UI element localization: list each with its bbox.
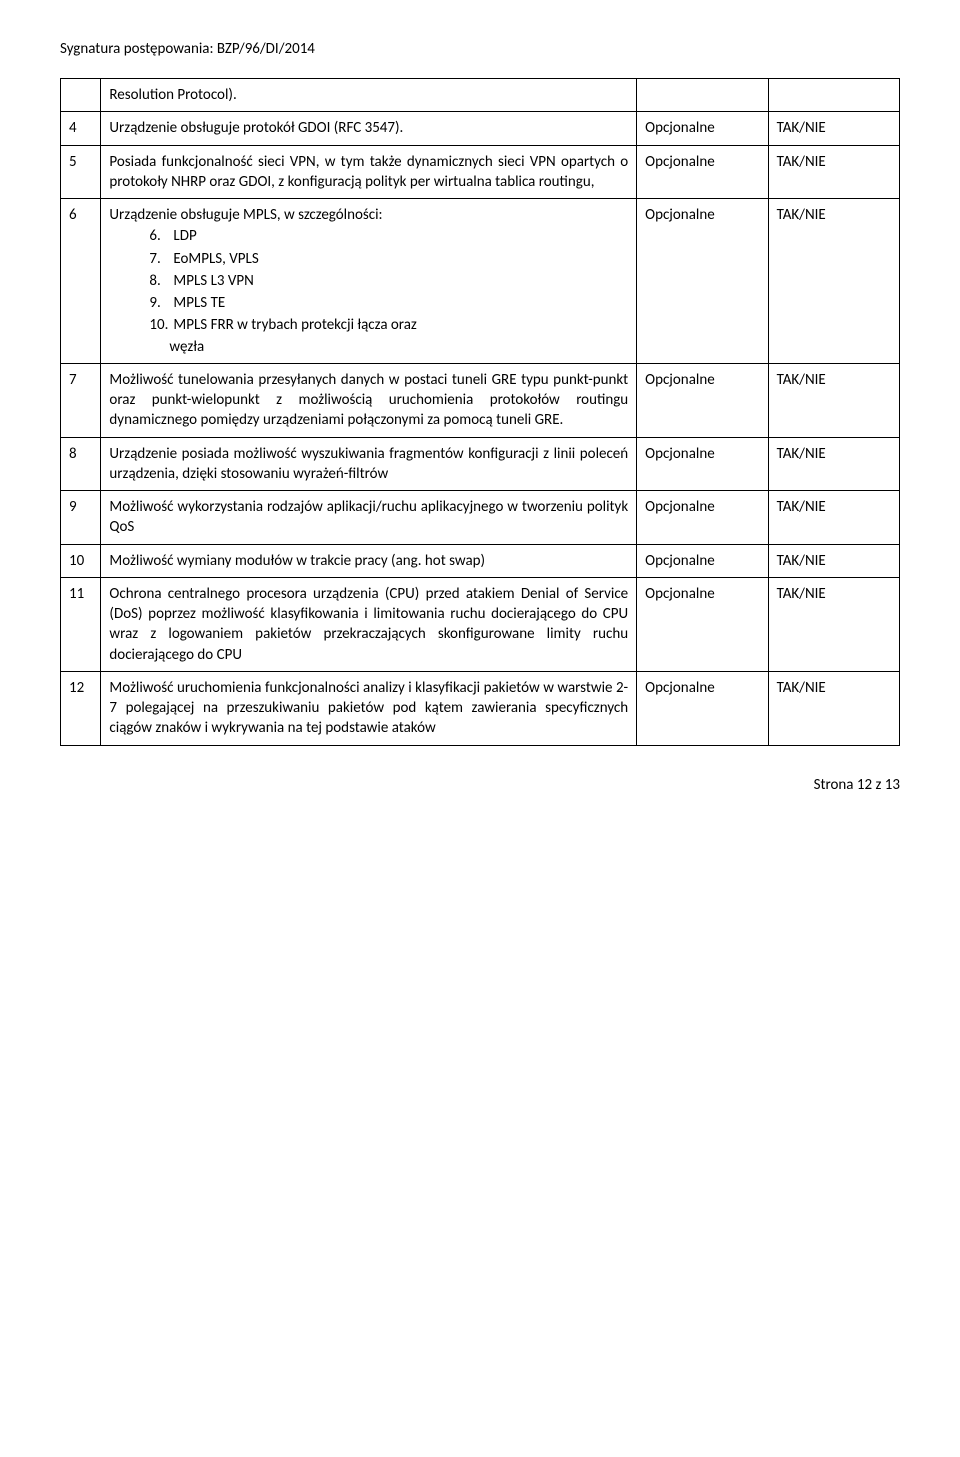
table-row: 9 Możliwość wykorzystania rodzajów aplik… — [61, 491, 900, 545]
page-number: Strona 12 z 13 — [814, 776, 900, 794]
cell-num: 7 — [61, 363, 101, 437]
cell-desc: Możliwość tunelowania przesyłanych danyc… — [101, 363, 637, 437]
table-row: Resolution Protocol). — [61, 79, 900, 112]
table-row: 4 Urządzenie obsługuje protokół GDOI (RF… — [61, 112, 900, 145]
cell-desc: Urządzenie obsługuje MPLS, w szczególnoś… — [101, 199, 637, 364]
table-row: 6 Urządzenie obsługuje MPLS, w szczególn… — [61, 199, 900, 364]
cell-num: 4 — [61, 112, 101, 145]
cell-num: 8 — [61, 437, 101, 491]
page-header: Sygnatura postępowania: BZP/96/DI/2014 — [60, 40, 900, 58]
table-row: 10 Możliwość wymiany modułów w trakcie p… — [61, 544, 900, 577]
cell-val: TAK/NIE — [768, 363, 899, 437]
table-row: 7 Możliwość tunelowania przesyłanych dan… — [61, 363, 900, 437]
cell-opt: Opcjonalne — [637, 363, 768, 437]
requirements-table: Resolution Protocol). 4 Urządzenie obsłu… — [60, 78, 900, 746]
cell-num: 9 — [61, 491, 101, 545]
cell-opt: Opcjonalne — [637, 491, 768, 545]
cell-opt: Opcjonalne — [637, 145, 768, 199]
cell-val: TAK/NIE — [768, 491, 899, 545]
cell-val — [768, 79, 899, 112]
cell-num: 6 — [61, 199, 101, 364]
list-item: 8.MPLS L3 VPN — [149, 270, 628, 292]
cell-num — [61, 79, 101, 112]
cell-val: TAK/NIE — [768, 145, 899, 199]
row6-lead: Urządzenie obsługuje MPLS, w szczególnoś… — [109, 206, 382, 224]
table-row: 5 Posiada funkcjonalność sieci VPN, w ty… — [61, 145, 900, 199]
cell-opt: Opcjonalne — [637, 544, 768, 577]
cell-desc: Resolution Protocol). — [101, 79, 637, 112]
cell-num: 12 — [61, 671, 101, 745]
cell-desc: Możliwość wymiany modułów w trakcie prac… — [101, 544, 637, 577]
cell-desc: Urządzenie obsługuje protokół GDOI (RFC … — [101, 112, 637, 145]
cell-desc: Możliwość wykorzystania rodzajów aplikac… — [101, 491, 637, 545]
cell-num: 11 — [61, 577, 101, 671]
list-item: 7.EoMPLS, VPLS — [149, 248, 628, 270]
list-item: 6.LDP — [149, 225, 628, 247]
cell-opt: Opcjonalne — [637, 112, 768, 145]
table-row: 11 Ochrona centralnego procesora urządze… — [61, 577, 900, 671]
cell-val: TAK/NIE — [768, 544, 899, 577]
cell-val: TAK/NIE — [768, 671, 899, 745]
cell-val: TAK/NIE — [768, 437, 899, 491]
cell-desc: Możliwość uruchomienia funkcjonalności a… — [101, 671, 637, 745]
cell-num: 10 — [61, 544, 101, 577]
list-item: 9.MPLS TE — [149, 292, 628, 314]
cell-num: 5 — [61, 145, 101, 199]
cell-opt: Opcjonalne — [637, 577, 768, 671]
table-row: 12 Możliwość uruchomienia funkcjonalnośc… — [61, 671, 900, 745]
cell-val: TAK/NIE — [768, 577, 899, 671]
table-row: 8 Urządzenie posiada możliwość wyszukiwa… — [61, 437, 900, 491]
list-item: 10.MPLS FRR w trybach protekcji łącza or… — [149, 314, 628, 336]
cell-opt: Opcjonalne — [637, 437, 768, 491]
row6-list: 6.LDP 7.EoMPLS, VPLS 8.MPLS L3 VPN 9.MPL… — [109, 225, 628, 336]
cell-opt: Opcjonalne — [637, 671, 768, 745]
cell-desc: Ochrona centralnego procesora urządzenia… — [101, 577, 637, 671]
row6-tail: węzła — [109, 337, 628, 357]
cell-val: TAK/NIE — [768, 112, 899, 145]
cell-val: TAK/NIE — [768, 199, 899, 364]
cell-opt — [637, 79, 768, 112]
cell-desc: Urządzenie posiada możliwość wyszukiwani… — [101, 437, 637, 491]
cell-opt: Opcjonalne — [637, 199, 768, 364]
page-footer: Strona 12 z 13 — [60, 776, 900, 794]
cell-desc: Posiada funkcjonalność sieci VPN, w tym … — [101, 145, 637, 199]
